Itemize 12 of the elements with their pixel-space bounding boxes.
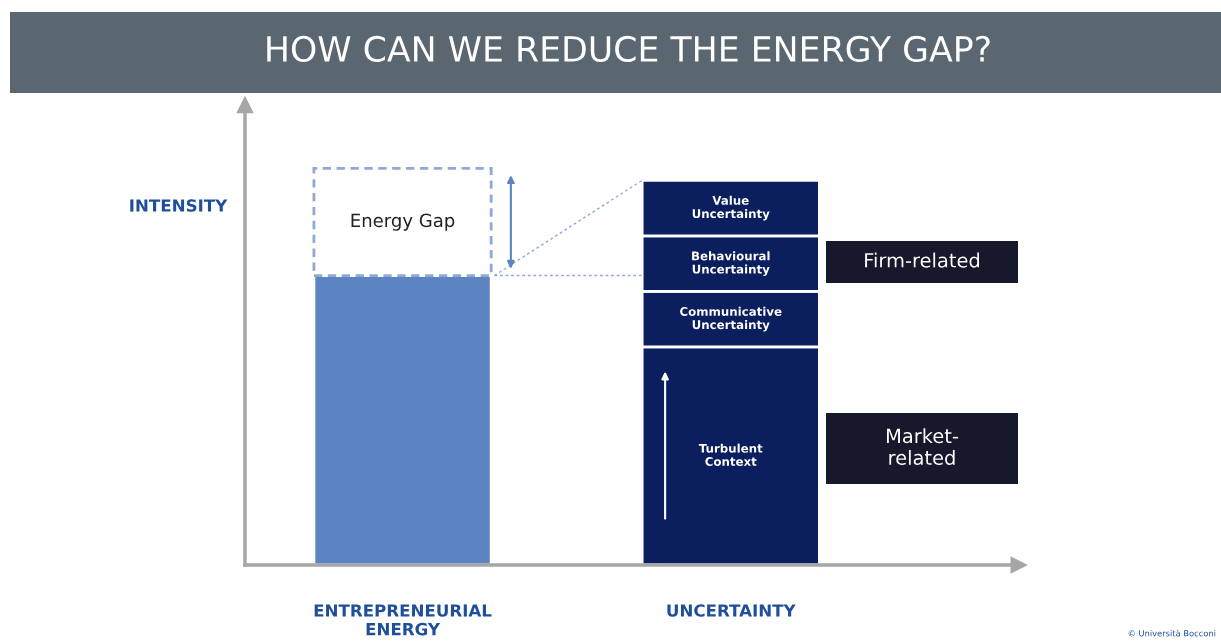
y-axis-title: INTENSITY (130, 199, 228, 212)
series-label: Turbulent Context (698, 443, 763, 466)
series-label: Energy Gap (351, 213, 455, 231)
x-tick-label: ENTREPRENEURIAL ENERGY (314, 604, 492, 636)
chart-title: HOW CAN WE REDUCE THE ENERGY GAP? (267, 35, 990, 63)
annotation: Market-related (886, 428, 958, 466)
text: © Università Bocconi (1128, 629, 1216, 637)
series-label: Behavioural Uncertainty (692, 251, 770, 276)
annotation: Firm-related (865, 252, 980, 268)
x-tick-label: UNCERTAINTY (667, 604, 796, 617)
series-label: Communicative Uncertainty (680, 306, 782, 332)
series-label: Value Uncertainty (692, 195, 770, 221)
